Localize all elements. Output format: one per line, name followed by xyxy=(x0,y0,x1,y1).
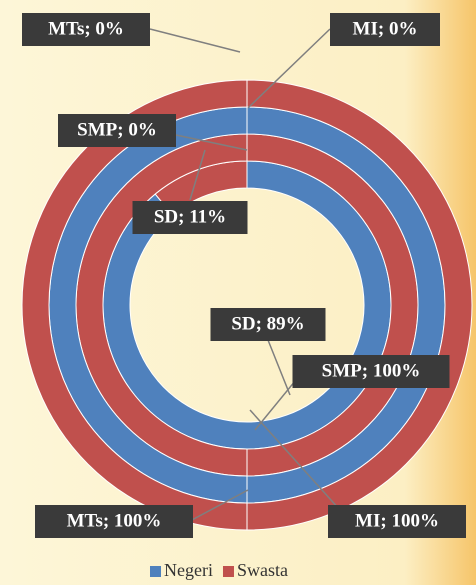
label-box xyxy=(330,13,440,46)
label-box xyxy=(35,505,193,538)
data-label: MTs; 0% xyxy=(48,18,124,39)
legend: Negeri Swasta xyxy=(150,560,288,580)
data-label: MI; 0% xyxy=(353,18,418,39)
data-label: MI; 100% xyxy=(355,510,439,531)
data-label: SD; 89% xyxy=(231,313,304,334)
leader-line xyxy=(149,28,241,53)
leader-line xyxy=(189,489,249,522)
leader-line xyxy=(267,339,291,396)
data-label: MTs; 100% xyxy=(67,510,162,531)
label-box xyxy=(210,308,326,341)
label-box xyxy=(22,13,150,46)
leader-line xyxy=(247,28,331,109)
label-box xyxy=(58,114,176,147)
labels: MTs; 0% MI; 0% SMP; 0% SD; 11% SD; 89% SMP; 1… xyxy=(22,13,466,538)
label-box xyxy=(328,505,466,538)
legend-swatch xyxy=(150,566,161,577)
label-box xyxy=(132,201,248,234)
data-label: SMP; 0% xyxy=(77,119,157,140)
leader-line xyxy=(249,409,341,511)
data-label: SMP; 100% xyxy=(322,360,421,381)
legend-swatch xyxy=(222,566,234,577)
leader-line xyxy=(175,134,248,151)
label-box xyxy=(292,355,450,388)
ring-segment xyxy=(21,79,473,531)
leader-line xyxy=(189,149,206,201)
legend-label: Swasta xyxy=(237,560,288,580)
data-label: SD; 11% xyxy=(154,206,226,227)
legend-label: Negeri xyxy=(164,560,213,580)
